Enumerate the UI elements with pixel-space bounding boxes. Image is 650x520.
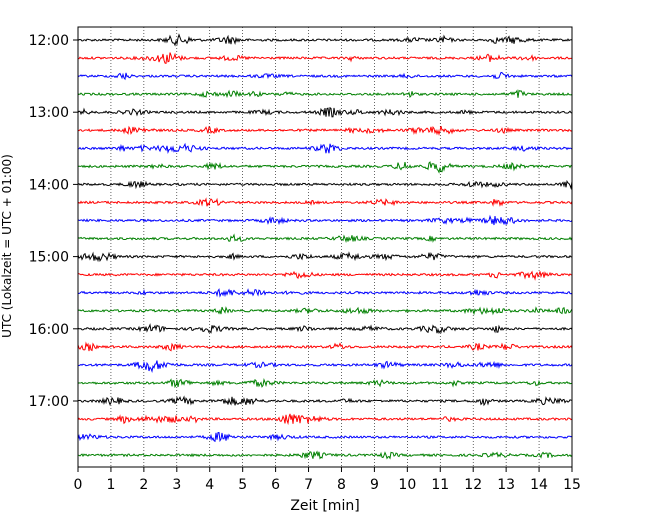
y-tick-label: 15:00 [29,250,69,266]
plot-frame [77,26,573,468]
y-tick-label: 16:00 [29,322,69,338]
x-tick-label: 3 [172,477,181,493]
x-tick-label: 8 [337,477,346,493]
seismogram-trace [77,450,573,460]
seismogram-trace [77,197,573,207]
seismogram-trace [77,378,573,389]
seismogram-trace [77,125,573,136]
seismogram-trace [77,251,573,263]
x-tick-label: 7 [304,477,313,493]
x-tick-label: 1 [106,477,115,493]
seismogram-trace [77,395,573,407]
seismogram-trace [77,288,573,298]
y-axis-label: UTC (Lokalzeit = UTC + 01:00) [0,154,14,338]
seismogram-trace [77,233,573,244]
x-axis-label: Zeit [min] [290,498,359,514]
seismogram-trace [77,71,573,81]
x-tick-label: 0 [74,477,83,493]
x-tick-label: 6 [271,477,280,493]
y-tick-label: 17:00 [29,394,69,410]
x-tick-label: 11 [431,477,449,493]
x-tick-label: 14 [530,477,548,493]
y-tick-label: 14:00 [29,177,69,193]
seismogram-trace [77,142,573,155]
x-tick-label: 4 [205,477,214,493]
seismogram-trace [77,89,573,99]
seismogram-trace [77,270,573,281]
seismogram-trace [77,323,573,335]
seismogram-trace [77,214,573,226]
x-axis-ticks: 0 1 2 3 4 5 6 7 8 9 10 11 12 13 14 15 [74,467,581,493]
seismogram-trace [77,360,573,374]
y-tick-label: 13:00 [29,105,69,121]
seismogram-trace [77,431,573,443]
x-tick-label: 2 [139,477,148,493]
seismogram-trace [77,161,573,174]
seismogram-trace [77,33,573,47]
seismogram-trace [77,413,573,426]
seismogram-trace [77,52,573,64]
y-tick-label: 12:00 [29,33,69,49]
seismogram-trace [77,341,573,352]
x-tick-label: 12 [464,477,482,493]
grid-lines [110,27,540,467]
x-tick-label: 13 [497,477,515,493]
seismogram-traces [77,33,573,460]
seismogram-trace [77,106,573,118]
x-tick-label: 10 [398,477,416,493]
x-tick-label: 15 [563,477,581,493]
x-tick-label: 5 [238,477,247,493]
y-axis-ticks: 12:00 13:00 14:00 15:00 16:00 17:00 [29,33,78,410]
seismogram-trace [77,306,573,316]
x-tick-label: 9 [370,477,379,493]
seismogram-trace [77,179,573,190]
